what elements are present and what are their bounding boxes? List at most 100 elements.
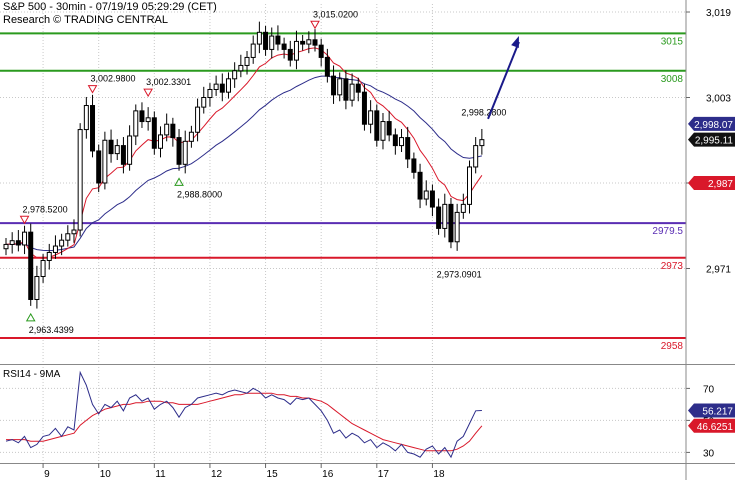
candle-body [380, 121, 386, 141]
price-annotation-label: 3,002.3301 [146, 77, 191, 87]
rsi-line [5, 370, 482, 459]
chart-source: Research © TRADING CENTRAL [3, 14, 168, 26]
x-tick-label: 16 [322, 469, 334, 480]
y-tick-label: 3,003 [706, 94, 731, 105]
candle-body [15, 240, 21, 246]
x-tick-label: 10 [100, 469, 112, 480]
candle-body [454, 211, 460, 243]
candle-body [114, 145, 120, 155]
candle-body [318, 44, 324, 58]
candle-body [120, 145, 126, 165]
price-annotation-label: 3,015.0200 [313, 9, 358, 19]
candle-body [386, 121, 392, 136]
price-annotation-label: 2,963.4399 [29, 325, 74, 335]
candle-body [361, 91, 367, 125]
forecast-arrow-head [511, 36, 519, 49]
candle-body [213, 83, 219, 90]
candle-body [374, 110, 380, 141]
candle-body [448, 203, 454, 243]
x-tick-label: 15 [267, 469, 279, 480]
price-badge [688, 176, 735, 190]
candle-body [473, 145, 479, 168]
candle-body [139, 110, 145, 123]
rsi-badge-label: 56.217 [702, 406, 733, 417]
price-annotation-label: 2,998.2800 [461, 108, 506, 118]
candle-body [158, 134, 163, 149]
rsi-badge-label: 46.6251 [697, 422, 734, 433]
candle-body [417, 171, 423, 200]
candlestick-series [3, 21, 485, 309]
price-annotation-label: 2,973.0901 [437, 269, 482, 279]
candle-body [306, 39, 312, 45]
candle-body [263, 31, 269, 50]
candle-body [238, 64, 244, 72]
candle-body [195, 106, 201, 133]
candle-body [349, 83, 355, 101]
y-tick-label: 2,971 [706, 264, 731, 275]
rsi-badge [688, 403, 735, 418]
level-label: 2973 [661, 261, 684, 272]
candle-body [460, 203, 466, 213]
candle-body [207, 88, 213, 99]
price-annotations: 2,978.5200 3,002.9800 3,002.3301 2,988.8000… [19, 9, 506, 335]
x-tick-label: 17 [378, 469, 390, 480]
candle-body [201, 97, 207, 108]
candle-body [225, 78, 231, 93]
candle-body [467, 166, 472, 205]
candle-body [219, 83, 225, 93]
rsi-title: RSI14 - 9MA [3, 369, 61, 380]
level-label: 2958 [661, 341, 684, 352]
candle-body [65, 233, 71, 241]
rsi-moving-average-line [6, 392, 483, 452]
candle-body [83, 105, 89, 131]
candle-body [127, 135, 133, 165]
candle-body [312, 39, 318, 46]
candle-body [188, 131, 194, 142]
rsi-tick-label: 30 [703, 448, 715, 459]
candle-body [108, 139, 114, 155]
candle-body [250, 43, 256, 58]
peak-marker [19, 215, 30, 225]
candle-body [405, 137, 411, 160]
candle-body [59, 239, 65, 247]
candle-body [90, 105, 96, 152]
level-label: 3008 [661, 74, 684, 85]
trough-marker [25, 312, 36, 322]
forecast-arrow-shaft [487, 41, 520, 120]
candle-body [331, 75, 337, 96]
level-label: 3015 [661, 36, 684, 47]
candle-body [337, 78, 343, 96]
candle-body [34, 276, 40, 300]
x-tick-label: 12 [211, 469, 223, 480]
x-tick-label: 11 [155, 469, 166, 480]
price-badges: 2,998.07 2,995.11 2,987 [688, 116, 735, 190]
candle-body [479, 139, 485, 147]
price-annotation-label: 2,978.5200 [23, 204, 68, 214]
candle-body [170, 123, 176, 139]
grid-lines [0, 4, 686, 462]
level-label: 2979.5 [652, 226, 683, 237]
price-badge-label: 2,998.07 [694, 120, 733, 131]
candle-body [343, 78, 349, 101]
price-badge [688, 116, 735, 131]
candle-body [102, 139, 108, 184]
candle-body [232, 70, 238, 80]
price-badge-label: 2,995.11 [695, 136, 734, 147]
price-annotation-label: 3,002.9800 [91, 74, 136, 84]
candle-body [71, 229, 77, 235]
peak-marker [143, 88, 154, 98]
candle-body [399, 137, 405, 147]
x-tick-label: 18 [433, 469, 445, 480]
forecast-arrow [487, 36, 520, 120]
peak-marker [87, 85, 98, 94]
candle-body [77, 129, 83, 231]
candle-body [28, 231, 34, 300]
candle-body [176, 137, 182, 165]
candle-body [3, 243, 9, 250]
candle-body [52, 245, 58, 253]
candle-body [145, 117, 151, 123]
rsi-badge [688, 418, 735, 433]
candle-body [9, 240, 15, 245]
